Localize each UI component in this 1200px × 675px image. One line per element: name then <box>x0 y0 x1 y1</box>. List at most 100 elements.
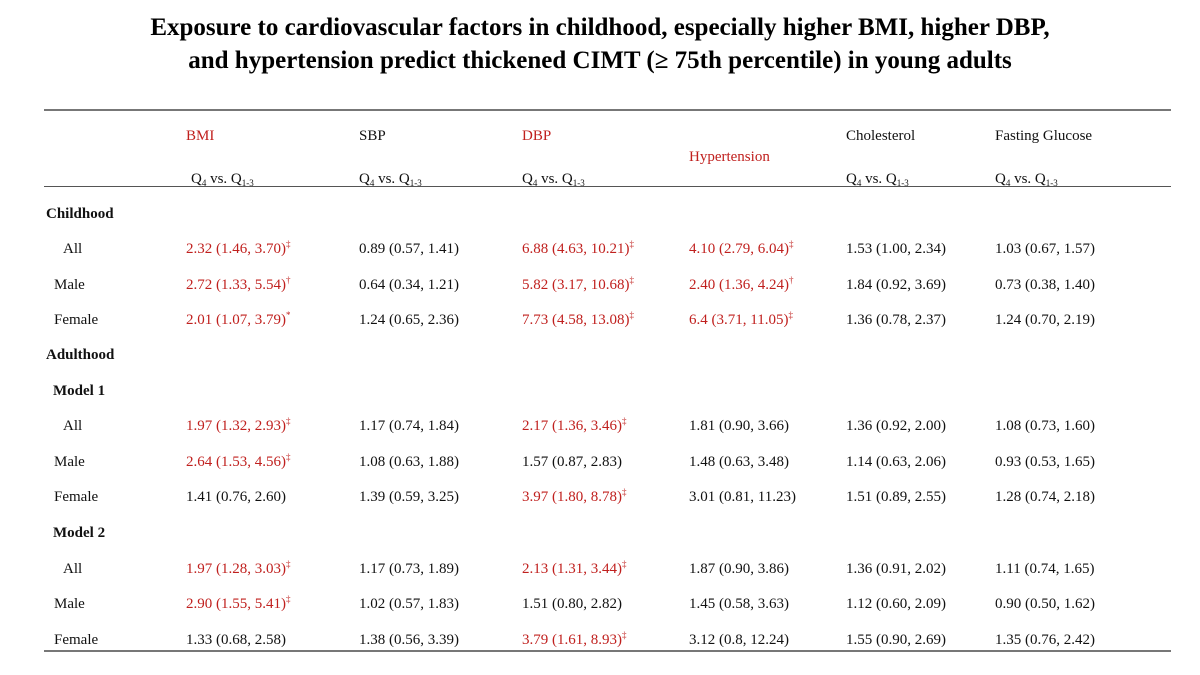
table-cell: 2.40 (1.36, 4.24)† <box>689 276 794 294</box>
table-cell: 1.35 (0.76, 2.42) <box>995 631 1095 649</box>
cell-value: 1.53 (1.00, 2.34) <box>846 241 946 257</box>
cell-value: 7.73 (4.58, 13.08) <box>522 312 630 328</box>
significance-marker: ‡ <box>622 487 627 497</box>
table-cell: 1.24 (0.65, 2.36) <box>359 311 459 329</box>
cell-value: 1.97 (1.32, 2.93) <box>186 418 286 434</box>
cell-value: 1.36 (0.92, 2.00) <box>846 418 946 434</box>
column-header: SBP <box>359 128 386 144</box>
cell-value: 5.82 (3.17, 10.68) <box>522 277 630 293</box>
table-cell: 1.08 (0.73, 1.60) <box>995 417 1095 435</box>
table-cell: 1.45 (0.58, 3.63) <box>689 595 789 613</box>
table-cell: 1.03 (0.67, 1.57) <box>995 240 1095 258</box>
table-cell: 7.73 (4.58, 13.08)‡ <box>522 311 634 329</box>
cell-value: 1.41 (0.76, 2.60) <box>186 489 286 505</box>
table-cell: 1.24 (0.70, 2.19) <box>995 311 1095 329</box>
cell-value: 3.97 (1.80, 8.78) <box>522 489 622 505</box>
table-cell: 2.32 (1.46, 3.70)‡ <box>186 240 291 258</box>
table-cell: 1.28 (0.74, 2.18) <box>995 488 1095 506</box>
cell-value: 1.03 (0.67, 1.57) <box>995 241 1095 257</box>
row-label: Male <box>54 454 85 470</box>
cell-value: 3.12 (0.8, 12.24) <box>689 632 789 648</box>
table-cell: 1.41 (0.76, 2.60) <box>186 488 286 506</box>
cell-value: 1.02 (0.57, 1.83) <box>359 596 459 612</box>
cell-value: 1.51 (0.89, 2.55) <box>846 489 946 505</box>
cell-value: 1.35 (0.76, 2.42) <box>995 632 1095 648</box>
table-header-rule <box>44 186 1171 187</box>
cell-value: 1.12 (0.60, 2.09) <box>846 596 946 612</box>
table-cell: 1.36 (0.78, 2.37) <box>846 311 946 329</box>
significance-marker: ‡ <box>286 559 291 569</box>
cell-value: 1.97 (1.28, 3.03) <box>186 561 286 577</box>
cell-value: 1.51 (0.80, 2.82) <box>522 596 622 612</box>
row-label: Female <box>54 489 99 505</box>
significance-marker: ‡ <box>286 239 291 249</box>
table-cell: 2.01 (1.07, 3.79)* <box>186 311 291 329</box>
cell-value: 6.88 (4.63, 10.21) <box>522 241 630 257</box>
cell-value: 3.79 (1.61, 8.93) <box>522 632 622 648</box>
cell-value: 1.24 (0.70, 2.19) <box>995 312 1095 328</box>
cell-value: 4.10 (2.79, 6.04) <box>689 241 789 257</box>
cell-value: 1.57 (0.87, 2.83) <box>522 454 622 470</box>
column-subheader: Q4 vs. Q1-3 <box>522 171 585 188</box>
cell-value: 2.01 (1.07, 3.79) <box>186 312 286 328</box>
model-label: Model 1 <box>53 383 106 399</box>
significance-marker: ‡ <box>629 275 635 285</box>
row-label: All <box>63 241 83 257</box>
table-cell: 1.12 (0.60, 2.09) <box>846 595 946 613</box>
cell-value: 2.72 (1.33, 5.54) <box>186 277 286 293</box>
table-cell: 1.48 (0.63, 3.48) <box>689 453 789 471</box>
section-label: Adulthood <box>46 347 115 363</box>
cell-value: 1.11 (0.74, 1.65) <box>995 561 1095 577</box>
cell-value: 0.89 (0.57, 1.41) <box>359 241 459 257</box>
table-cell: 1.36 (0.92, 2.00) <box>846 417 946 435</box>
table-cell: 3.97 (1.80, 8.78)‡ <box>522 488 627 506</box>
significance-marker: ‡ <box>629 310 635 320</box>
cell-value: 1.48 (0.63, 3.48) <box>689 454 789 470</box>
cell-value: 1.36 (0.91, 2.02) <box>846 561 946 577</box>
page-title-line-2: and hypertension predict thickened CIMT … <box>188 47 1012 74</box>
significance-marker: ‡ <box>629 239 635 249</box>
table-cell: 1.53 (1.00, 2.34) <box>846 240 946 258</box>
table-cell: 6.4 (3.71, 11.05)‡ <box>689 311 793 329</box>
cell-value: 1.45 (0.58, 3.63) <box>689 596 789 612</box>
cell-value: 1.08 (0.63, 1.88) <box>359 454 459 470</box>
cell-value: 1.84 (0.92, 3.69) <box>846 277 946 293</box>
column-header: Cholesterol <box>846 128 916 144</box>
table-cell: 2.72 (1.33, 5.54)† <box>186 276 291 294</box>
table-cell: 1.39 (0.59, 3.25) <box>359 488 459 506</box>
column-header: DBP <box>522 128 552 144</box>
cell-value: 1.08 (0.73, 1.60) <box>995 418 1095 434</box>
significance-marker: ‡ <box>789 239 794 249</box>
significance-marker: † <box>789 275 794 285</box>
table-cell: 0.93 (0.53, 1.65) <box>995 453 1095 471</box>
significance-marker: ‡ <box>286 416 291 426</box>
table-cell: 1.84 (0.92, 3.69) <box>846 276 946 294</box>
significance-marker: ‡ <box>622 416 627 426</box>
column-header: Hypertension <box>689 149 770 165</box>
row-label: All <box>63 561 83 577</box>
table-cell: 2.17 (1.36, 3.46)‡ <box>522 417 627 435</box>
significance-marker: † <box>286 275 291 285</box>
table-cell: 1.97 (1.32, 2.93)‡ <box>186 417 291 435</box>
row-label: Female <box>54 312 99 328</box>
table-cell: 1.51 (0.89, 2.55) <box>846 488 946 506</box>
column-header: BMI <box>186 128 215 144</box>
table-cell: 1.14 (0.63, 2.06) <box>846 453 946 471</box>
cell-value: 1.87 (0.90, 3.86) <box>689 561 789 577</box>
significance-marker: * <box>286 310 291 320</box>
table-cell: 5.82 (3.17, 10.68)‡ <box>522 276 634 294</box>
cell-value: 6.4 (3.71, 11.05) <box>689 312 789 328</box>
cell-value: 0.73 (0.38, 1.40) <box>995 277 1095 293</box>
cell-value: 1.24 (0.65, 2.36) <box>359 312 459 328</box>
significance-marker: ‡ <box>286 452 291 462</box>
table-cell: 1.55 (0.90, 2.69) <box>846 631 946 649</box>
cell-value: 1.33 (0.68, 2.58) <box>186 632 286 648</box>
column-subheader: Q4 vs. Q1-3 <box>191 171 254 188</box>
cell-value: 1.17 (0.74, 1.84) <box>359 418 459 434</box>
table-cell: 2.64 (1.53, 4.56)‡ <box>186 453 291 471</box>
table-cell: 2.13 (1.31, 3.44)‡ <box>522 560 627 578</box>
cell-value: 1.38 (0.56, 3.39) <box>359 632 459 648</box>
column-subheader: Q4 vs. Q1-3 <box>359 171 422 188</box>
table-cell: 0.64 (0.34, 1.21) <box>359 276 459 294</box>
column-header: Fasting Glucose <box>995 128 1093 144</box>
